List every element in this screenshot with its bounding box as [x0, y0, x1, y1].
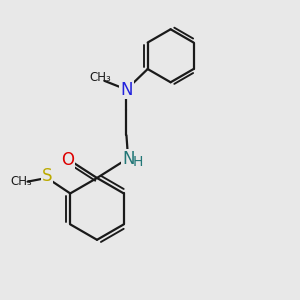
Text: N: N [120, 81, 133, 99]
Text: CH₃: CH₃ [89, 71, 111, 84]
Text: CH₃: CH₃ [11, 175, 32, 188]
Text: N: N [122, 150, 135, 168]
Text: O: O [61, 151, 74, 169]
Text: S: S [41, 167, 52, 185]
Text: H: H [133, 155, 143, 169]
